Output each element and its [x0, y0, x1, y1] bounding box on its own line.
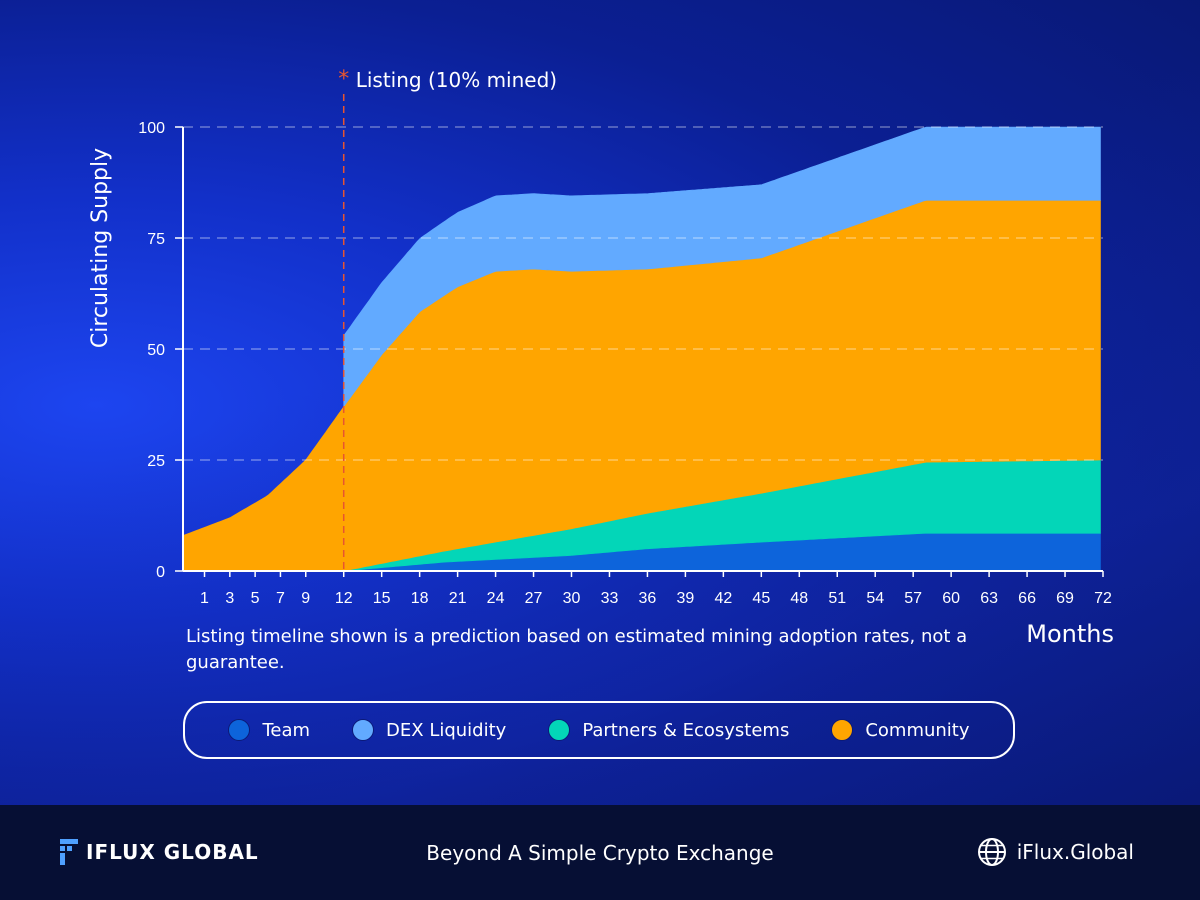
y-axis-title: Circulating Supply	[88, 148, 113, 348]
brand[interactable]: IFLUX GLOBAL	[60, 839, 259, 865]
x-tick-label: 30	[563, 590, 581, 607]
x-tick-label: 39	[676, 590, 694, 607]
legend: Team DEX Liquidity Partners & Ecosystems…	[183, 701, 1015, 759]
listing-asterisk-icon: *	[338, 67, 349, 92]
website-link[interactable]: iFlux.Global	[977, 837, 1134, 867]
x-tick-label: 27	[525, 590, 543, 607]
x-tick-label: 9	[301, 590, 310, 607]
x-tick-label: 72	[1094, 590, 1112, 607]
x-tick-label: 18	[411, 590, 429, 607]
x-tick-label: 63	[980, 590, 998, 607]
legend-label-team: Team	[262, 719, 311, 741]
legend-label-partners: Partners & Ecosystems	[582, 719, 790, 741]
globe-icon	[977, 838, 1006, 866]
x-tick-label: 54	[866, 590, 884, 607]
x-tick-label: 33	[601, 590, 619, 607]
x-tick-label: 15	[373, 590, 391, 607]
x-tick-label: 36	[639, 590, 657, 607]
x-tick-label: 42	[714, 590, 732, 607]
legend-item-community: Community	[831, 719, 970, 741]
x-tick-label: 21	[449, 590, 467, 607]
legend-item-dex-liquidity: DEX Liquidity	[352, 719, 506, 741]
team-swatch-icon	[228, 719, 251, 741]
website-text: iFlux.Global	[1016, 840, 1134, 864]
iflux-logo-icon	[60, 839, 78, 865]
y-tick-label: 75	[147, 231, 165, 248]
x-tick-label: 60	[942, 590, 960, 607]
x-tick-label: 69	[1056, 590, 1074, 607]
y-tick-label: 100	[138, 120, 165, 137]
disclaimer-note: Listing timeline shown is a prediction b…	[186, 626, 968, 673]
listing-annotation-label: Listing (10% mined)	[356, 68, 557, 92]
x-tick-label: 57	[904, 590, 922, 607]
legend-label-community: Community	[865, 719, 970, 741]
series-area-dex-liquidity	[343, 126, 1101, 408]
community-swatch-icon	[831, 719, 854, 741]
x-tick-label: 24	[487, 590, 505, 607]
legend-item-partners: Partners & Ecosystems	[548, 719, 789, 741]
x-tick-label: 12	[335, 590, 353, 607]
partners-swatch-icon	[548, 719, 571, 741]
x-tick-label: 1	[200, 590, 209, 607]
x-tick-label: 48	[790, 590, 808, 607]
x-tick-label: 7	[276, 590, 285, 607]
brand-name: IFLUX GLOBAL	[86, 840, 259, 864]
y-tick-label: 0	[156, 564, 165, 581]
legend-label-dex-liquidity: DEX Liquidity	[386, 719, 507, 741]
x-tick-label: 3	[225, 590, 234, 607]
tagline: Beyond A Simple Crypto Exchange	[426, 841, 774, 865]
y-tick-label: 25	[147, 453, 165, 470]
dex-liquidity-swatch-icon	[352, 719, 375, 741]
x-tick-label: 66	[1018, 590, 1036, 607]
y-tick-label: 50	[147, 342, 165, 359]
footer: IFLUX GLOBAL Beyond A Simple Crypto Exch…	[0, 805, 1200, 900]
x-tick-label: 45	[752, 590, 770, 607]
x-tick-label: 51	[828, 590, 846, 607]
x-tick-label: 5	[251, 590, 260, 607]
legend-item-team: Team	[228, 719, 310, 741]
x-axis-title: Months	[1026, 620, 1114, 648]
